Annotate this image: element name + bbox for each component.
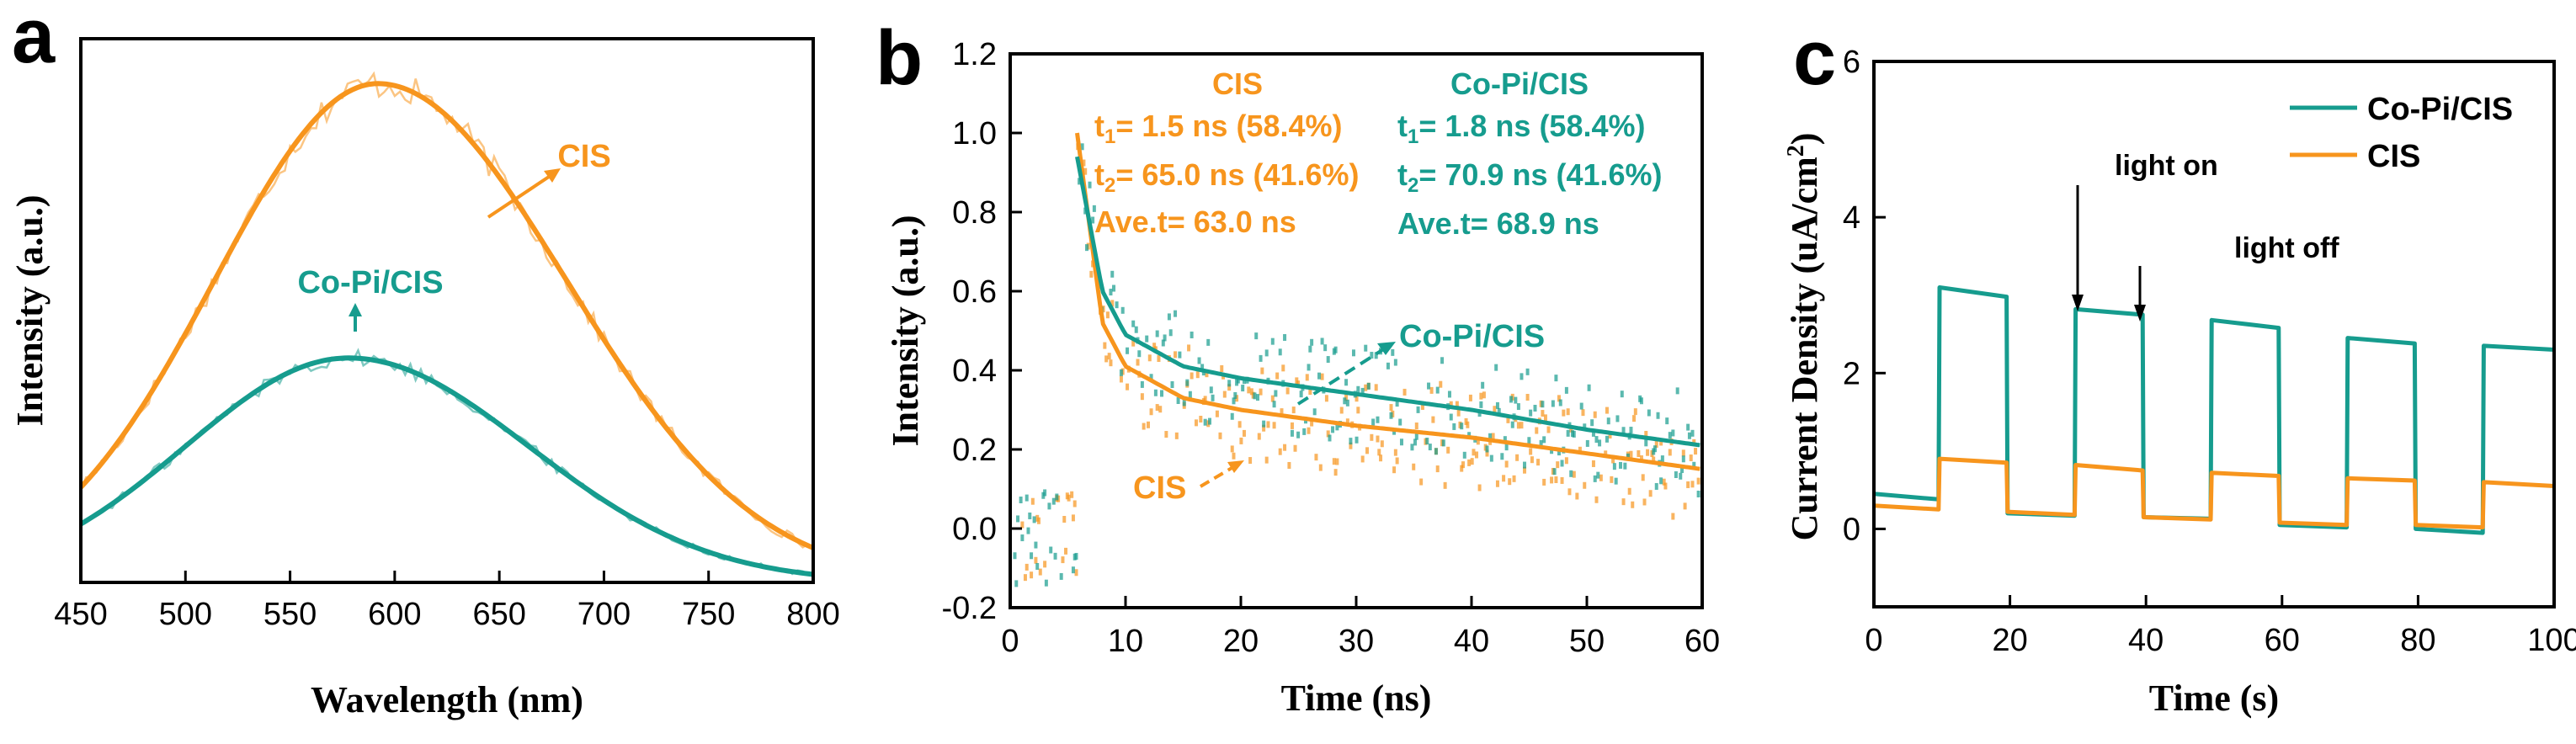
arrowhead-light-off: [2134, 305, 2146, 322]
panel-b-xtick-label: 50: [1569, 624, 1605, 659]
arrowhead-light-on: [2072, 295, 2084, 311]
panel-label-b: b: [876, 15, 923, 101]
panel-b-ytick-label: 0.2: [952, 433, 997, 468]
panel-c-xtick-label: 60: [2265, 623, 2300, 658]
panel-b-xlabel: Time (ns): [1281, 678, 1432, 719]
panel-a-xtick-label: 550: [263, 597, 317, 632]
annotation-light-off: light off: [2234, 232, 2339, 264]
panel-a-arrowhead-cis: [544, 168, 561, 183]
panel-c-xtick-label: 100: [2527, 623, 2576, 658]
panel-b-xtick-label: 0: [1001, 624, 1019, 659]
panel-b-ytick-label: 1.2: [952, 37, 997, 72]
panel-b-ytick-label: 0.8: [952, 195, 997, 231]
panel-a-arrow-cis: [487, 172, 556, 219]
panel-b-xtick-label: 60: [1685, 624, 1720, 659]
panel-c-xtick-label: 40: [2128, 623, 2164, 658]
panel-b-cis-ave: Ave.t= 63.0 ns: [1094, 205, 1296, 239]
panel-b-cis-t2: t2= 65.0 ns (41.6%): [1094, 157, 1360, 197]
legend-label-cis: CIS: [2367, 139, 2420, 174]
panel-a-raw-copicis: [80, 348, 814, 576]
legend-label-copi: Co-Pi/CIS: [2367, 92, 2513, 127]
panel-b-scatter: [1013, 143, 1700, 587]
panel-label-a: a: [12, 0, 56, 79]
panel-a-xtick-label: 750: [682, 597, 735, 632]
panel-a: 450 500 550 600 650 700 750 800 Wavelength (nm)…: [9, 37, 840, 720]
panel-b-ytick-label: 0.6: [952, 274, 997, 310]
panel-c-xtick-label: 0: [1865, 623, 1882, 658]
panel-b-copi-title: Co-Pi/CIS: [1450, 66, 1589, 101]
panel-a-arrowhead-copi: [349, 303, 362, 316]
panel-b-ytick-label: 1.0: [952, 116, 997, 151]
panel-c: 0 20 40 60 80 100 0 2 4 6 Time (s) Current Densit…: [1783, 45, 2576, 719]
panel-c-frame: [1872, 60, 2556, 608]
panel-c-ylabel: Current Density (uA/cm2): [1783, 133, 1825, 541]
panel-b-fit-cis: [1075, 132, 1700, 471]
panel-b-fit-copicis: [1075, 156, 1700, 448]
panel-b-copi-t2: t2= 70.9 ns (41.6%): [1397, 157, 1663, 197]
panel-c-ytick-label: 6: [1843, 45, 1860, 80]
panel-b-ytick-label: 0.4: [952, 353, 997, 389]
panel-a-xtick-label: 700: [577, 597, 631, 632]
panel-b: 0 10 20 30 40 50 60 -0.2 0.0 0.2 0.4 0.6 0.8 1.0 1.2 T…: [885, 37, 1720, 719]
panel-a-xlabel: Wavelength (nm): [311, 679, 583, 720]
panel-c-ytick-label: 0: [1843, 512, 1860, 547]
panel-c-series-cis: [1873, 456, 2555, 530]
panel-a-xtick-label: 800: [786, 597, 839, 632]
panel-c-ticks: 0 20 40 60 80 100 0 2 4 6: [1843, 45, 2576, 658]
panel-c-xtick-label: 20: [1992, 623, 2027, 658]
panel-b-arrowhead-cis: [1227, 460, 1244, 473]
panel-a-raw-cis: [79, 71, 814, 549]
panel-a-fit-cis: [78, 81, 815, 550]
panel-a-ticks: 450 500 550 600 650 700 750 800: [54, 571, 840, 632]
panel-c-xtick-label: 80: [2400, 623, 2435, 658]
panel-b-xtick-label: 30: [1339, 624, 1374, 659]
panel-b-label-copi: Co-Pi/CIS: [1399, 319, 1545, 354]
panel-a-fit-copicis: [79, 355, 814, 577]
panel-c-series-copicis: [1873, 285, 2555, 535]
panel-b-arrowhead-copi: [1377, 342, 1396, 355]
panel-b-ticks: 0 10 20 30 40 50 60 -0.2 0.0 0.2 0.4 0.6 0.8 1.0 1.2: [942, 37, 1721, 659]
panel-c-lines: [1873, 285, 2555, 535]
panel-b-label-cis: CIS: [1133, 470, 1186, 506]
panel-a-frame: [79, 37, 815, 584]
panel-b-ylabel: Intensity (a.u.): [885, 215, 926, 446]
panel-c-ytick-label: 4: [1843, 200, 1860, 236]
panel-b-copi-t1: t1= 1.8 ns (58.4%): [1397, 109, 1646, 148]
panel-a-label-cis: CIS: [557, 139, 610, 174]
panel-b-ytick-label: -0.2: [942, 591, 997, 626]
panel-b-xtick-label: 40: [1454, 624, 1489, 659]
panel-a-xtick-label: 500: [159, 597, 212, 632]
panel-a-label-copi: Co-Pi/CIS: [297, 265, 443, 300]
panel-a-xtick-label: 600: [368, 597, 421, 632]
panel-b-cis-title: CIS: [1212, 66, 1263, 101]
panel-c-ytick-label: 2: [1843, 356, 1860, 391]
panel-b-cis-t1: t1= 1.5 ns (58.4%): [1094, 109, 1343, 148]
panel-label-c: c: [1793, 15, 1836, 101]
panel-a-xtick-label: 650: [472, 597, 525, 632]
panel-b-fits: [1075, 132, 1700, 471]
panel-b-copi-ave: Ave.t= 68.9 ns: [1397, 206, 1599, 241]
panel-b-xtick-label: 20: [1223, 624, 1259, 659]
panel-b-xtick-label: 10: [1108, 624, 1143, 659]
annotation-light-on: light on: [2115, 150, 2218, 182]
panel-b-frame: [1009, 52, 1704, 609]
panel-a-ylabel: Intensity (a.u.): [9, 194, 51, 426]
panel-b-ytick-label: 0.0: [952, 512, 997, 547]
panel-a-curves: [78, 71, 815, 577]
panel-c-xlabel: Time (s): [2149, 678, 2279, 719]
panel-a-xtick-label: 450: [54, 597, 107, 632]
